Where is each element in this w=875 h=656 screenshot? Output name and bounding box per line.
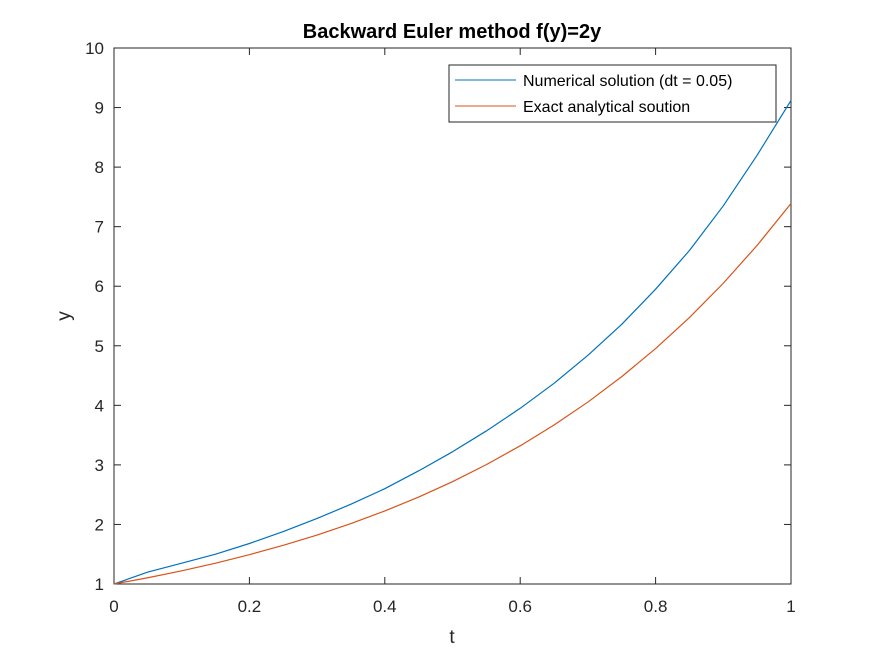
y-tick-label: 2 [95, 515, 104, 534]
x-tick-label: 0.2 [238, 597, 262, 616]
y-tick-label: 10 [85, 39, 104, 58]
chart-title: Backward Euler method f(y)=2y [303, 21, 602, 43]
axis-ticks: 0 0.2 0.4 0.6 0.8 1 1 2 3 4 5 6 7 8 9 10 [85, 39, 796, 616]
y-axis-label: y [54, 311, 75, 321]
y-tick-label: 4 [95, 396, 104, 415]
legend-label-numerical: Numerical solution (dt = 0.05) [523, 73, 732, 90]
x-tick-label: 0.4 [373, 597, 397, 616]
y-tick-label: 3 [95, 456, 104, 475]
legend-box [448, 64, 777, 123]
x-tick-label: 0 [109, 597, 118, 616]
x-tick-label: 1 [786, 597, 795, 616]
series-line-numerical [113, 100, 792, 585]
series-line-exact [113, 203, 792, 585]
series-lines [113, 100, 792, 585]
legend: Numerical solution (dt = 0.05) Exact ana… [448, 64, 777, 123]
plot-area [113, 47, 792, 585]
y-tick-label: 8 [95, 158, 104, 177]
x-tick-label: 0.8 [644, 597, 668, 616]
x-axis-label: t [449, 627, 455, 648]
y-tick-label: 5 [95, 337, 104, 356]
x-tick-label: 0.6 [508, 597, 532, 616]
legend-label-exact: Exact analytical soution [523, 99, 690, 116]
y-tick-label: 9 [95, 99, 104, 118]
y-tick-label: 6 [95, 277, 104, 296]
y-tick-label: 1 [95, 575, 104, 594]
y-tick-label: 7 [95, 218, 104, 237]
